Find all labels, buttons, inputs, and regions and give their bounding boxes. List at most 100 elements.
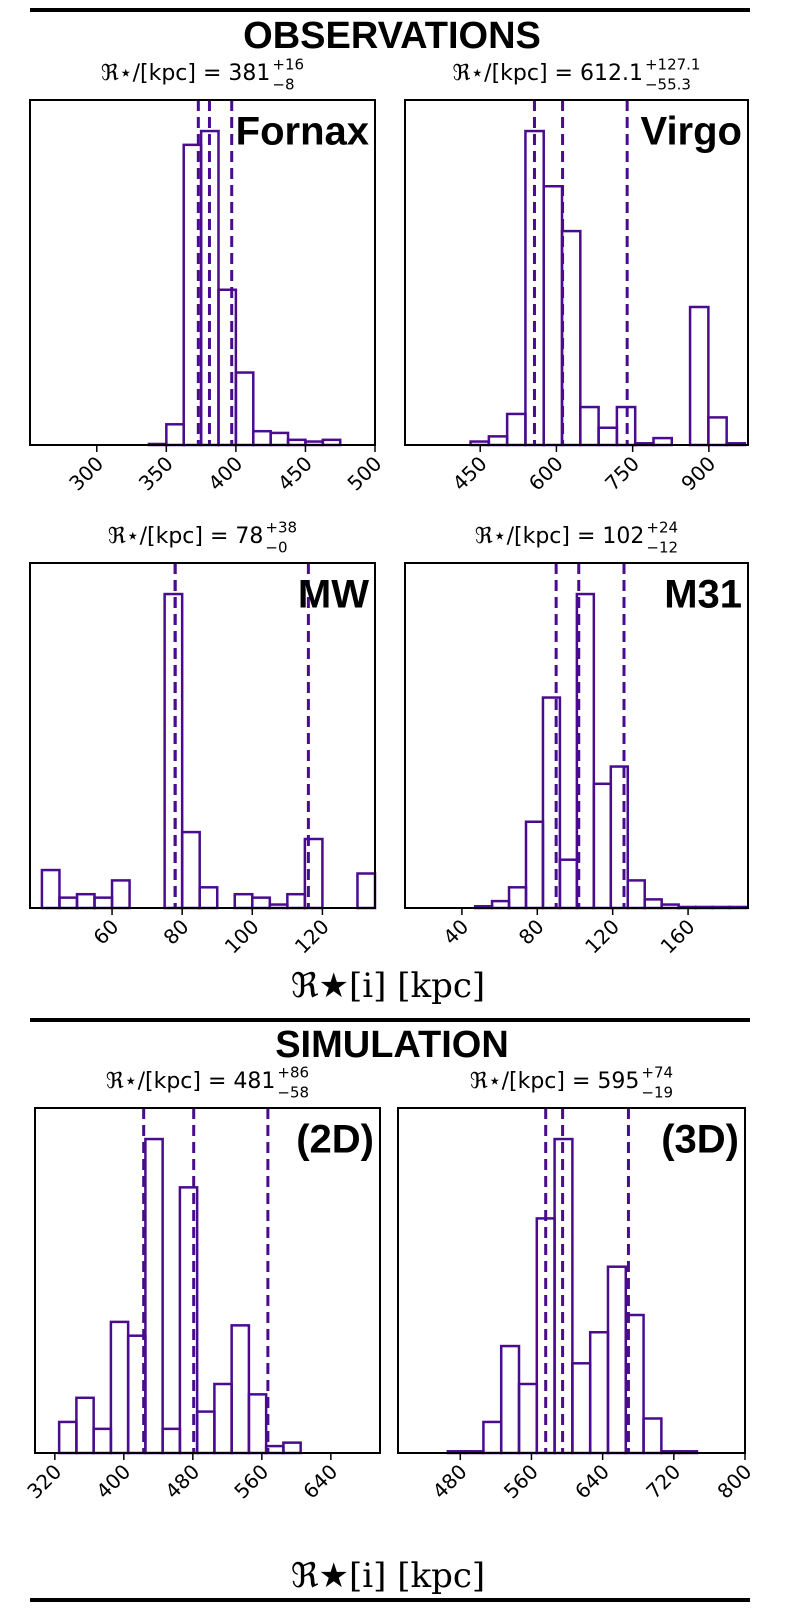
bar (75, 892, 96, 910)
annotation: ℜ⋆/[kpc] = 78 (108, 524, 263, 549)
annotation-plus: +127.1 (645, 56, 701, 74)
bar (57, 1420, 78, 1455)
x-tick-label: 640 (570, 1459, 614, 1503)
bar (75, 1396, 95, 1455)
bar (40, 868, 61, 910)
x-tick-label: 560 (499, 1459, 543, 1503)
bar (517, 1382, 539, 1455)
x-axis-label: ℜ★[i] [kpc] (291, 966, 485, 1006)
bar (230, 1324, 251, 1455)
x-tick-label: 480 (428, 1459, 472, 1503)
bar (505, 412, 527, 447)
bar (247, 1393, 268, 1455)
x-tick-label: 100 (220, 914, 264, 958)
bar (490, 899, 511, 910)
annotation: ℜ⋆/[kpc] = 102 (475, 524, 644, 549)
panel-label: (2D) (296, 1118, 374, 1162)
section-title: SIMULATION (275, 1024, 509, 1066)
bar (233, 892, 254, 910)
bar (286, 892, 307, 910)
bar (144, 1137, 164, 1455)
annotation-plus: +24 (646, 519, 678, 537)
axes-frame (397, 1107, 746, 1454)
bar (161, 1427, 182, 1455)
bar (92, 1427, 113, 1455)
bar (110, 879, 131, 910)
bar (524, 820, 545, 910)
annotation-minus: −55.3 (645, 76, 691, 94)
x-tick-label: 120 (290, 914, 334, 958)
bar (163, 592, 184, 910)
x-tick-label: 80 (159, 914, 194, 949)
x-tick-label: 120 (580, 914, 624, 958)
annotation-minus: −8 (272, 76, 294, 94)
x-tick-label: 450 (448, 451, 492, 495)
bar (198, 886, 219, 910)
annotation-plus: +74 (641, 1064, 673, 1082)
bar (487, 435, 509, 447)
bar (213, 1382, 233, 1455)
x-tick-label: 350 (134, 451, 178, 495)
bar (642, 1417, 663, 1455)
bar (269, 431, 290, 447)
annotation-minus: −58 (277, 1084, 309, 1102)
bar (707, 416, 728, 447)
panel-label: (3D) (661, 1118, 739, 1162)
annotation-plus: +38 (265, 519, 297, 537)
bar (482, 1420, 503, 1455)
annotation-minus: −0 (265, 539, 287, 557)
panel-label: Fornax (236, 110, 369, 154)
x-tick-label: 40 (438, 914, 473, 949)
axes-frame (29, 99, 376, 446)
x-tick-label: 640 (298, 1459, 342, 1503)
bar (58, 896, 79, 910)
x-tick-label: 320 (22, 1459, 66, 1503)
bar (180, 830, 201, 910)
bar (688, 305, 710, 447)
x-tick-label: 800 (712, 1459, 756, 1503)
panel-label: M31 (664, 573, 742, 617)
x-tick-label: 400 (91, 1459, 135, 1503)
bar (93, 896, 114, 910)
panel-label: Virgo (640, 110, 742, 154)
bar (499, 1344, 521, 1455)
annotation: ℜ⋆/[kpc] = 595 (470, 1069, 639, 1094)
bar (195, 1410, 216, 1455)
bar (606, 1265, 628, 1455)
bar (507, 886, 528, 910)
x-tick-label: 60 (88, 914, 123, 949)
x-tick-label: 720 (641, 1459, 685, 1503)
bar (542, 185, 564, 447)
x-tick-label: 450 (273, 451, 317, 495)
bar (643, 898, 663, 910)
bar (597, 426, 619, 447)
x-tick-label: 80 (514, 914, 549, 949)
bar (571, 1362, 592, 1455)
bar (626, 879, 646, 910)
bar (592, 782, 613, 910)
x-tick-label: 500 (342, 451, 386, 495)
bar (217, 288, 238, 447)
bar (109, 1320, 130, 1455)
x-tick-label: 750 (600, 451, 644, 495)
annotation-minus: −19 (641, 1084, 673, 1102)
axes-frame (34, 1107, 381, 1454)
annotation: ℜ⋆/[kpc] = 612.1 (453, 61, 643, 86)
bar (560, 229, 582, 447)
bar (234, 371, 255, 447)
bar (252, 429, 272, 447)
x-tick-label: 160 (656, 914, 700, 958)
bar (165, 423, 185, 447)
bar (282, 1441, 302, 1455)
x-tick-label: 300 (64, 451, 108, 495)
x-tick-label: 600 (524, 451, 568, 495)
annotation: ℜ⋆/[kpc] = 381 (101, 61, 270, 86)
bar (652, 436, 674, 447)
annotation: ℜ⋆/[kpc] = 481 (106, 1069, 275, 1094)
annotation-minus: −12 (646, 539, 678, 557)
axes-frame (29, 562, 376, 909)
bar (579, 405, 600, 447)
annotation-plus: +86 (277, 1064, 309, 1082)
panel-label: MW (298, 573, 369, 617)
x-tick-label: 480 (160, 1459, 204, 1503)
